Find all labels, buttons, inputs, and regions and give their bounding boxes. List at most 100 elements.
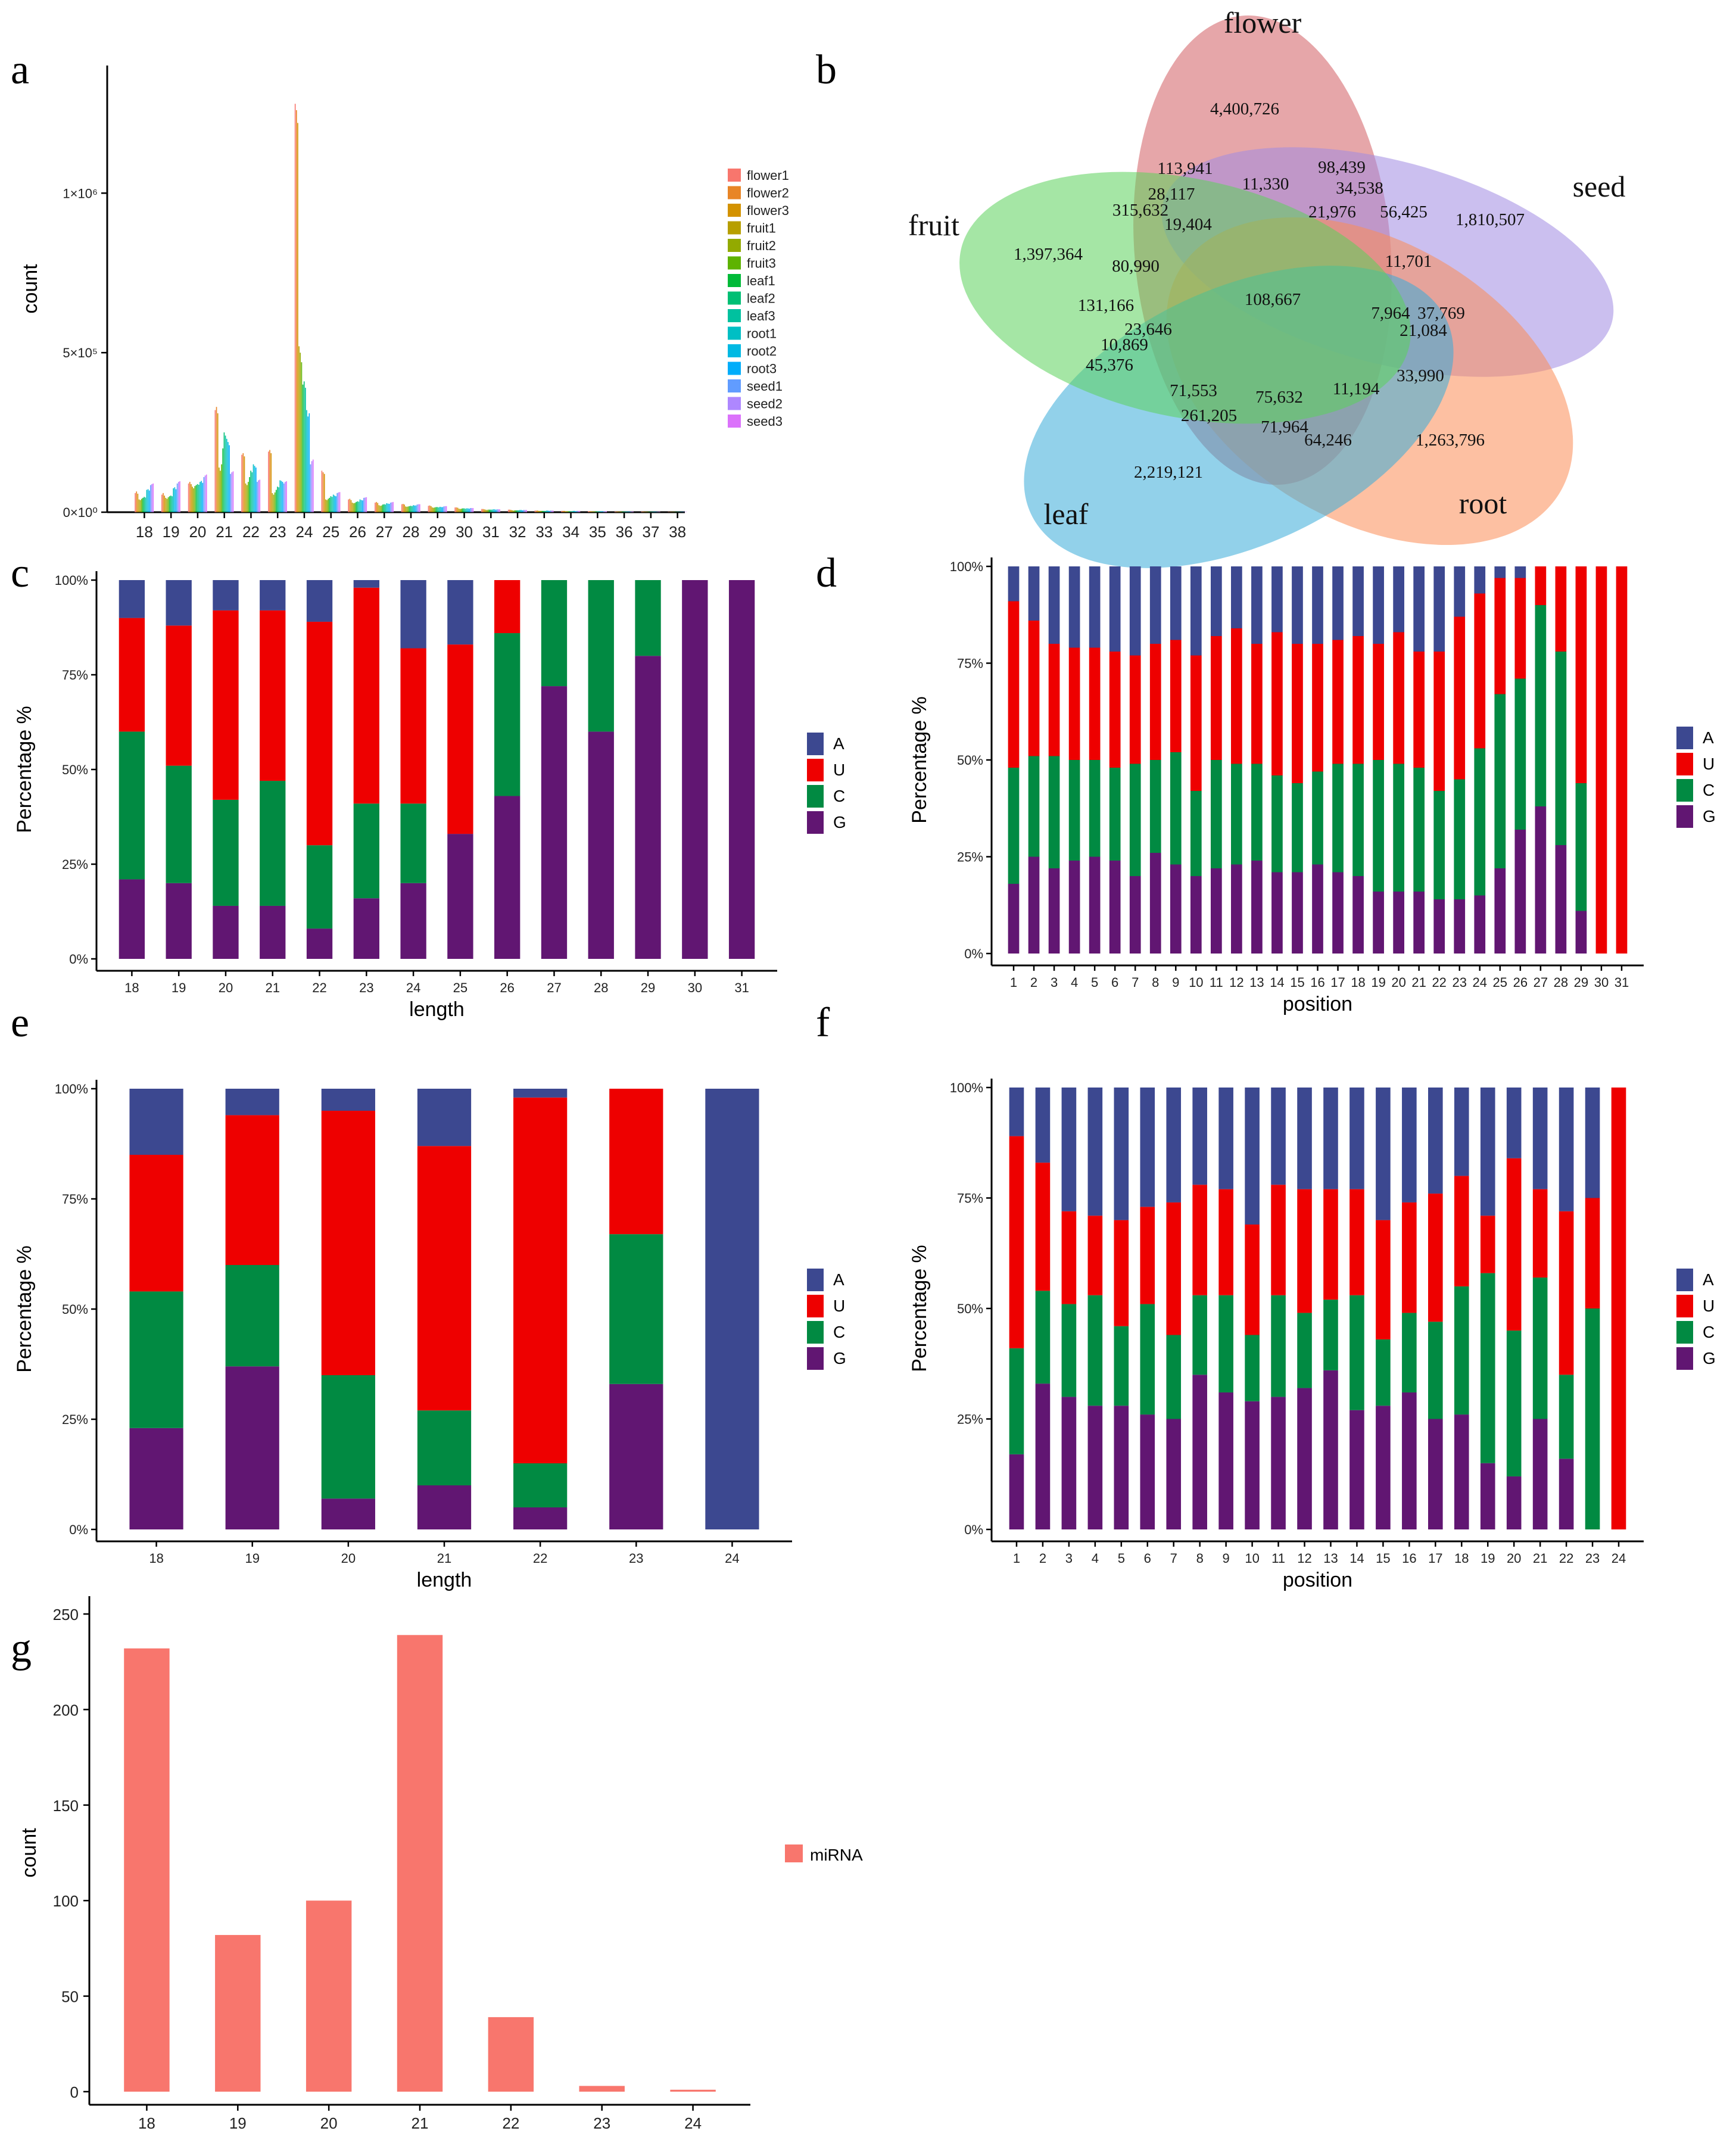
f-bar-A-16	[1402, 1088, 1417, 1202]
a-bar-root2-34	[574, 510, 575, 512]
a-bar-flower1-31	[481, 509, 482, 512]
f-legend-label-A: A	[1703, 1270, 1714, 1289]
d-x-tick-label: 23	[1452, 975, 1466, 990]
e-bar-C-18	[129, 1291, 183, 1428]
d-bar-C-2	[1028, 756, 1040, 857]
f-bar-C-4	[1087, 1295, 1103, 1406]
d-x-tick-label: 31	[1615, 975, 1629, 990]
c-bar-A-20	[213, 580, 239, 610]
a-bar-root3-32	[522, 510, 523, 512]
f-bar-U-4	[1087, 1216, 1103, 1295]
venn-region-count: 108,667	[1245, 290, 1301, 309]
d-bar-C-19	[1373, 760, 1384, 892]
a-bar-seed2-18	[151, 484, 152, 512]
a-bar-fruit1-29	[432, 507, 433, 512]
a-bar-fruit3-23	[274, 492, 276, 512]
a-bar-seed1-32	[523, 510, 525, 512]
c-bar-G-23	[353, 898, 379, 959]
d-bar-C-10	[1190, 791, 1202, 876]
a-bar-leaf3-27	[385, 504, 386, 512]
a-bar-leaf2-27	[384, 504, 385, 512]
d-bar-U-16	[1312, 644, 1323, 772]
a-bar-leaf1-28	[409, 506, 410, 512]
a-bar-flower3-32	[510, 510, 512, 512]
a-x-tick-label: 32	[509, 523, 526, 541]
a-bar-seed1-20	[203, 477, 205, 512]
a-bar-seed1-26	[363, 497, 364, 512]
d-legend-label-C: C	[1703, 781, 1715, 799]
f-legend-label-G: G	[1703, 1349, 1716, 1367]
e-bar-G-23	[609, 1384, 663, 1529]
f-legend-label-C: C	[1703, 1323, 1715, 1341]
a-bar-seed3-33	[552, 510, 554, 512]
c-bar-G-30	[682, 580, 708, 959]
c-bar-C-18	[119, 731, 145, 880]
d-x-tick-label: 16	[1310, 975, 1324, 990]
f-bar-U-10	[1245, 1225, 1260, 1335]
e-y-tick-label: 50%	[62, 1302, 88, 1317]
f-legend-swatch-A	[1676, 1269, 1693, 1291]
d-bar-G-20	[1393, 892, 1404, 954]
f-x-tick-label: 22	[1559, 1551, 1573, 1566]
a-x-tick-label: 35	[589, 523, 606, 541]
g-x-tick-label: 19	[229, 2114, 247, 2132]
d-x-tick-label: 17	[1330, 975, 1345, 990]
a-bar-root1-20	[200, 482, 201, 512]
a-bar-fruit2-29	[433, 507, 434, 512]
d-bar-C-11	[1210, 760, 1222, 868]
venn-set-label-leaf: leaf	[1044, 497, 1089, 531]
d-bar-C-3	[1048, 756, 1060, 868]
e-legend-swatch-A	[807, 1269, 824, 1291]
c-y-tick-label: 50%	[62, 762, 88, 777]
a-bar-root2-23	[280, 481, 282, 512]
c-x-tick-label: 24	[406, 980, 420, 995]
a-bar-flower1-26	[348, 499, 350, 512]
d-x-axis-title: position	[1283, 993, 1352, 1015]
a-bar-leaf2-18	[144, 497, 145, 512]
f-bar-C-11	[1271, 1295, 1286, 1397]
venn-region-count: 7,964	[1371, 304, 1410, 323]
a-bar-seed1-24	[310, 464, 311, 512]
a-x-tick-label: 24	[295, 523, 313, 541]
a-bar-fruit1-22	[245, 483, 247, 512]
c-x-tick-label: 28	[594, 980, 608, 995]
e-bar-A-19	[225, 1089, 279, 1116]
d-bar-U-30	[1595, 566, 1607, 954]
d-x-tick-label: 15	[1290, 975, 1304, 990]
c-bar-C-21	[260, 781, 286, 906]
d-x-tick-label: 25	[1493, 975, 1507, 990]
a-bar-root3-19	[175, 489, 177, 512]
e-x-tick-label: 22	[533, 1551, 547, 1566]
a-legend-label: seed3	[747, 414, 783, 429]
a-bar-flower2-21	[216, 407, 217, 512]
f-bar-G-13	[1323, 1370, 1338, 1529]
a-bar-leaf3-21	[225, 435, 226, 512]
a-bar-flower2-35	[589, 511, 591, 512]
a-bar-leaf1-23	[275, 490, 277, 512]
e-bar-A-22	[513, 1089, 568, 1098]
d-legend-label-A: A	[1703, 728, 1714, 747]
g-y-tick-label: 0	[70, 2083, 79, 2101]
a-bar-fruit3-31	[487, 509, 489, 512]
d-bar-C-29	[1575, 783, 1587, 911]
d-bar-G-2	[1028, 856, 1040, 954]
d-bar-U-22	[1433, 652, 1445, 791]
a-bar-seed1-18	[150, 485, 151, 512]
d-bar-G-10	[1190, 876, 1202, 954]
a-bar-fruit2-24	[300, 353, 301, 512]
a-bar-leaf1-29	[435, 507, 437, 512]
f-bar-A-17	[1428, 1088, 1443, 1194]
venn-set-label-seed: seed	[1573, 170, 1626, 203]
a-bar-seed3-23	[286, 481, 287, 512]
d-x-tick-label: 24	[1473, 975, 1487, 990]
a-bar-fruit3-30	[461, 509, 462, 512]
f-bar-C-14	[1349, 1295, 1364, 1410]
f-x-tick-label: 2	[1039, 1551, 1046, 1566]
a-legend-label: fruit2	[747, 238, 776, 253]
d-bar-C-12	[1231, 764, 1242, 865]
f-bar-G-6	[1140, 1414, 1155, 1529]
venn-region-count: 4,400,726	[1210, 99, 1279, 119]
a-legend-swatch	[728, 397, 741, 410]
a-bar-leaf2-28	[410, 506, 412, 512]
c-bar-A-25	[447, 580, 473, 645]
